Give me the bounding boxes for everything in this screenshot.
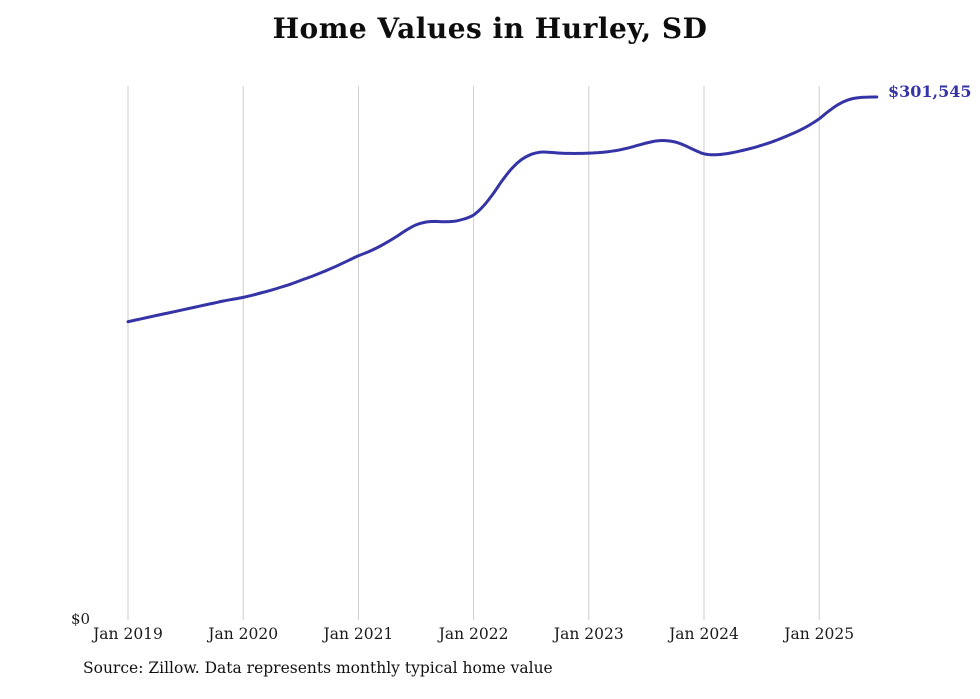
x-tick-label: Jan 2019 (93, 625, 163, 643)
source-note: Source: Zillow. Data represents monthly … (83, 659, 553, 677)
x-tick-label: Jan 2023 (553, 625, 624, 643)
chart-title: Home Values in Hurley, SD (272, 12, 708, 45)
x-tick-label: Jan 2024 (669, 625, 739, 643)
x-tick-label: Jan 2025 (784, 625, 855, 643)
x-tick-label: Jan 2020 (208, 625, 279, 643)
end-value-label: $301,545 (888, 82, 972, 101)
home-value-series-line (126, 95, 879, 324)
x-tick-label: Jan 2021 (323, 625, 394, 643)
x-tick-label: Jan 2022 (438, 625, 509, 643)
y-axis-zero-label: $0 (71, 610, 91, 628)
